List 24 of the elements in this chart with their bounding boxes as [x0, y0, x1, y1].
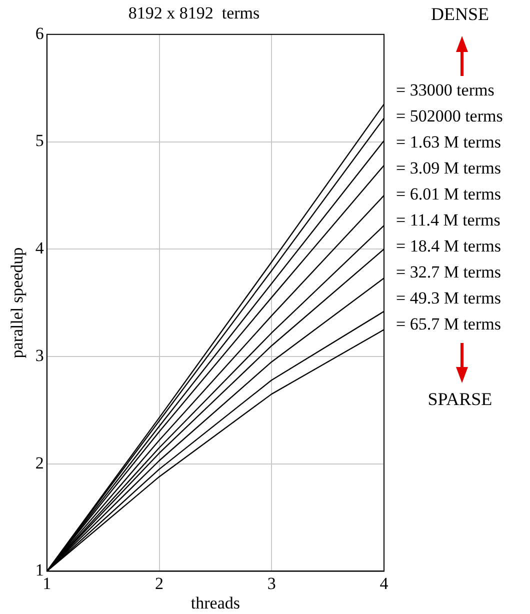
y-axis-title: parallel speedup — [8, 247, 27, 358]
y-tick-label: 2 — [35, 453, 44, 472]
text: DENSE — [430, 4, 490, 25]
x-tick-label: 4 — [380, 574, 389, 593]
y-tick-label: 3 — [35, 346, 44, 365]
series-label: = 6.01 M terms — [396, 184, 501, 204]
x-axis-title: threads — [190, 593, 240, 612]
y-tick-label: 6 — [35, 24, 44, 43]
series-label: = 502000 terms — [396, 106, 503, 126]
series-label: = 3.09 M terms — [396, 158, 501, 178]
y-tick-label: 5 — [35, 131, 44, 150]
x-tick-label: 3 — [267, 574, 276, 593]
y-tick-label: 4 — [35, 238, 44, 258]
chart-title: 8192 x 8192 terms — [128, 4, 260, 23]
text: SPARSE — [426, 389, 494, 410]
series-label: = 11.4 M terms — [396, 210, 500, 230]
series-label: = 1.63 M terms — [396, 132, 501, 152]
y-tick-label: 1 — [35, 560, 44, 580]
series-label: = 49.3 M terms — [396, 288, 501, 308]
series-label: = 32.7 M terms — [396, 262, 501, 282]
x-tick-label: 2 — [155, 574, 164, 593]
series-label: = 33000 terms — [396, 80, 494, 100]
series-label: = 65.7 M terms — [396, 314, 501, 334]
series-label: = 18.4 M terms — [396, 236, 501, 256]
